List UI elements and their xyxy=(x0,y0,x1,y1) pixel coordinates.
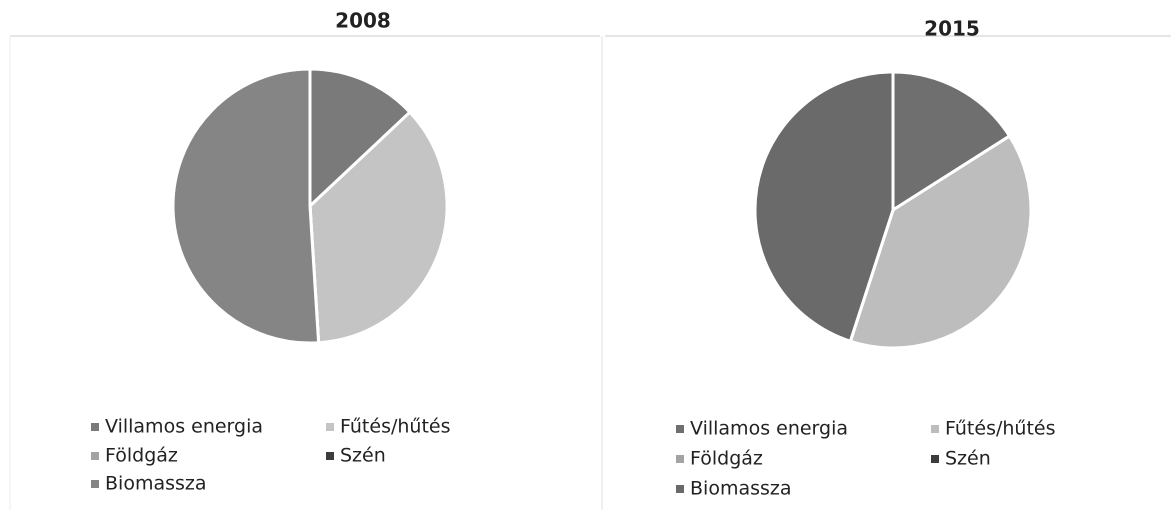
legend-label: Villamos energia xyxy=(690,418,848,440)
legend-label: Szén xyxy=(945,448,991,470)
legend-label: Biomassza xyxy=(690,478,792,500)
legend-label: Fűtés/hűtés xyxy=(945,418,1056,440)
pie-slice xyxy=(891,70,1012,213)
legend-label: Biomassza xyxy=(105,473,207,495)
pie-slice xyxy=(308,110,449,345)
legend-swatch xyxy=(326,452,334,460)
pie-slice xyxy=(171,67,321,345)
legend-label: Földgáz xyxy=(690,448,763,470)
legend-swatch xyxy=(91,423,99,431)
legend-label: Villamos energia xyxy=(105,416,263,438)
pie-slice xyxy=(848,133,1033,350)
chart-title: 2008 xyxy=(335,9,391,33)
legend-label: Szén xyxy=(340,445,386,467)
pie-slice xyxy=(753,70,895,344)
legend-swatch xyxy=(676,455,684,463)
legend-swatch xyxy=(326,423,334,431)
legend-swatch xyxy=(91,480,99,488)
legend-swatch xyxy=(931,455,939,463)
legend-swatch xyxy=(676,485,684,493)
legend-swatch xyxy=(91,452,99,460)
legend-swatch xyxy=(676,425,684,433)
pie-slice xyxy=(308,67,412,210)
legend-label: Földgáz xyxy=(105,445,178,467)
legend-swatch xyxy=(931,425,939,433)
legend-label: Fűtés/hűtés xyxy=(340,416,451,438)
chart-title: 2015 xyxy=(924,17,980,41)
